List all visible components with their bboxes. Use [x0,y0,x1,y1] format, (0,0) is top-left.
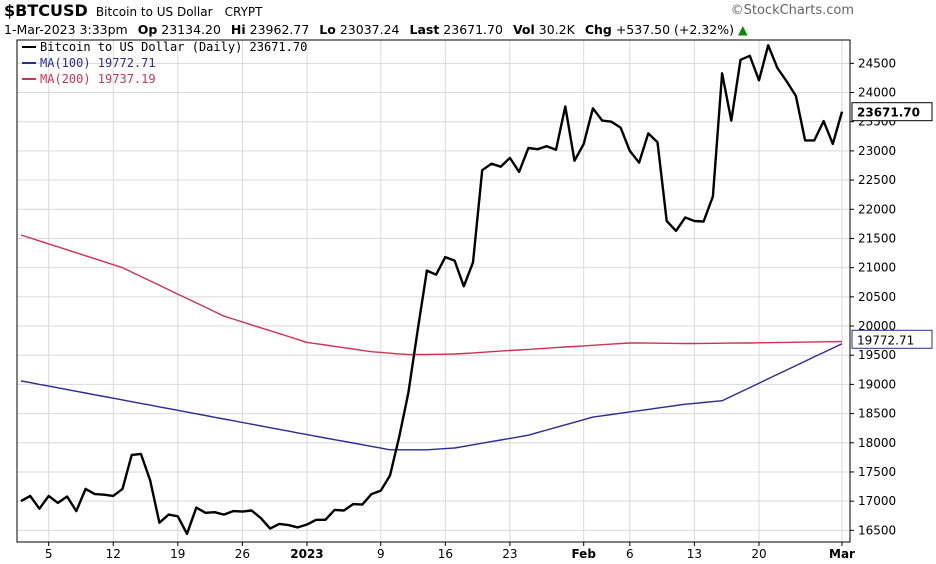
high-label: Hi [230,22,246,37]
y-tick-label: 23000 [858,144,896,158]
x-tick-label: 26 [235,547,250,561]
change-label: Chg [584,22,612,37]
exchange: CRYPT [224,5,263,19]
y-tick-label: 24500 [858,56,896,70]
last-value-labels: 23671.70 19772.71 [851,102,933,349]
y-tick-label: 16500 [858,523,896,537]
low-value: 23037.24 [339,22,400,37]
brand-watermark: ©StockCharts.com [730,3,854,18]
x-tick-label: 12 [106,547,121,561]
y-tick-label: 21000 [858,261,896,275]
y-tick-label: 20000 [858,319,896,333]
x-tick-label: 16 [438,547,453,561]
chart-title-row: $BTCUSD Bitcoin to US Dollar CRYPT [4,1,263,20]
last-value-label: 23671.70 [857,106,920,120]
series-line-ma200 [20,234,843,356]
legend-entry: MA(100) 19772.71 [40,56,156,70]
symbol-description: Bitcoin to US Dollar [95,5,213,19]
legend-entry: MA(200) 19737.19 [40,72,156,86]
volume-label: Vol [512,22,535,37]
series-lines [20,44,844,535]
y-tick-label: 21500 [858,231,896,245]
x-tick-label: Mar [829,547,855,561]
quote-datetime: 1-Mar-2023 3:33pm [4,22,128,37]
y-tick-label: 19000 [858,377,896,391]
series-line-ma100 [20,343,843,451]
x-tick-label: 13 [687,547,702,561]
open-label: Op [137,22,158,37]
low-label: Lo [319,22,336,37]
last-value-box [851,102,933,122]
y-tick-label: 22000 [858,202,896,216]
legend-entry: Bitcoin to US Dollar (Daily) 23671.70 [40,40,307,54]
quote-row: 1-Mar-2023 3:33pm Op 23134.20 Hi 23962.7… [4,22,748,37]
y-tick-label: 17000 [858,494,896,508]
x-tick-label: 9 [377,547,385,561]
last-value-box [851,329,933,349]
legend: Bitcoin to US Dollar (Daily) 23671.70 MA(… [22,40,307,86]
y-tick-label: 20500 [858,290,896,304]
x-axis: 5 12 19 26 2023 9 16 23 Feb 6 13 20 Mar [45,542,855,561]
series-line-btc [20,44,844,535]
x-tick-label: 2023 [290,547,323,561]
symbol: $BTCUSD [4,1,88,20]
last-label: Last [409,22,440,37]
up-arrow-icon: ▲ [737,22,748,37]
x-tick-label: 20 [751,547,766,561]
high-value: 23962.77 [249,22,310,37]
y-tick-label: 18000 [858,436,896,450]
x-tick-label: 5 [45,547,53,561]
x-tick-label: Feb [571,547,596,561]
plot-frame [16,39,851,543]
change-value: +537.50 (+2.32%) [615,22,734,37]
y-tick-label: 17500 [858,465,896,479]
last-value: 23671.70 [443,22,503,37]
y-tick-label: 19500 [858,348,896,362]
grid-lines [17,40,850,542]
last-value-label: 19772.71 [857,333,914,347]
x-tick-label: 23 [502,547,517,561]
y-axis: 16500 17000 17500 18000 18500 19000 19500 20000… [850,56,896,537]
open-value: 23134.20 [161,22,221,37]
volume-value: 30.2K [538,22,575,37]
x-tick-label: 19 [170,547,185,561]
x-tick-label: 6 [626,547,634,561]
y-tick-label: 24000 [858,86,896,100]
y-tick-label: 18500 [858,407,896,421]
y-tick-label: 22500 [858,173,896,187]
